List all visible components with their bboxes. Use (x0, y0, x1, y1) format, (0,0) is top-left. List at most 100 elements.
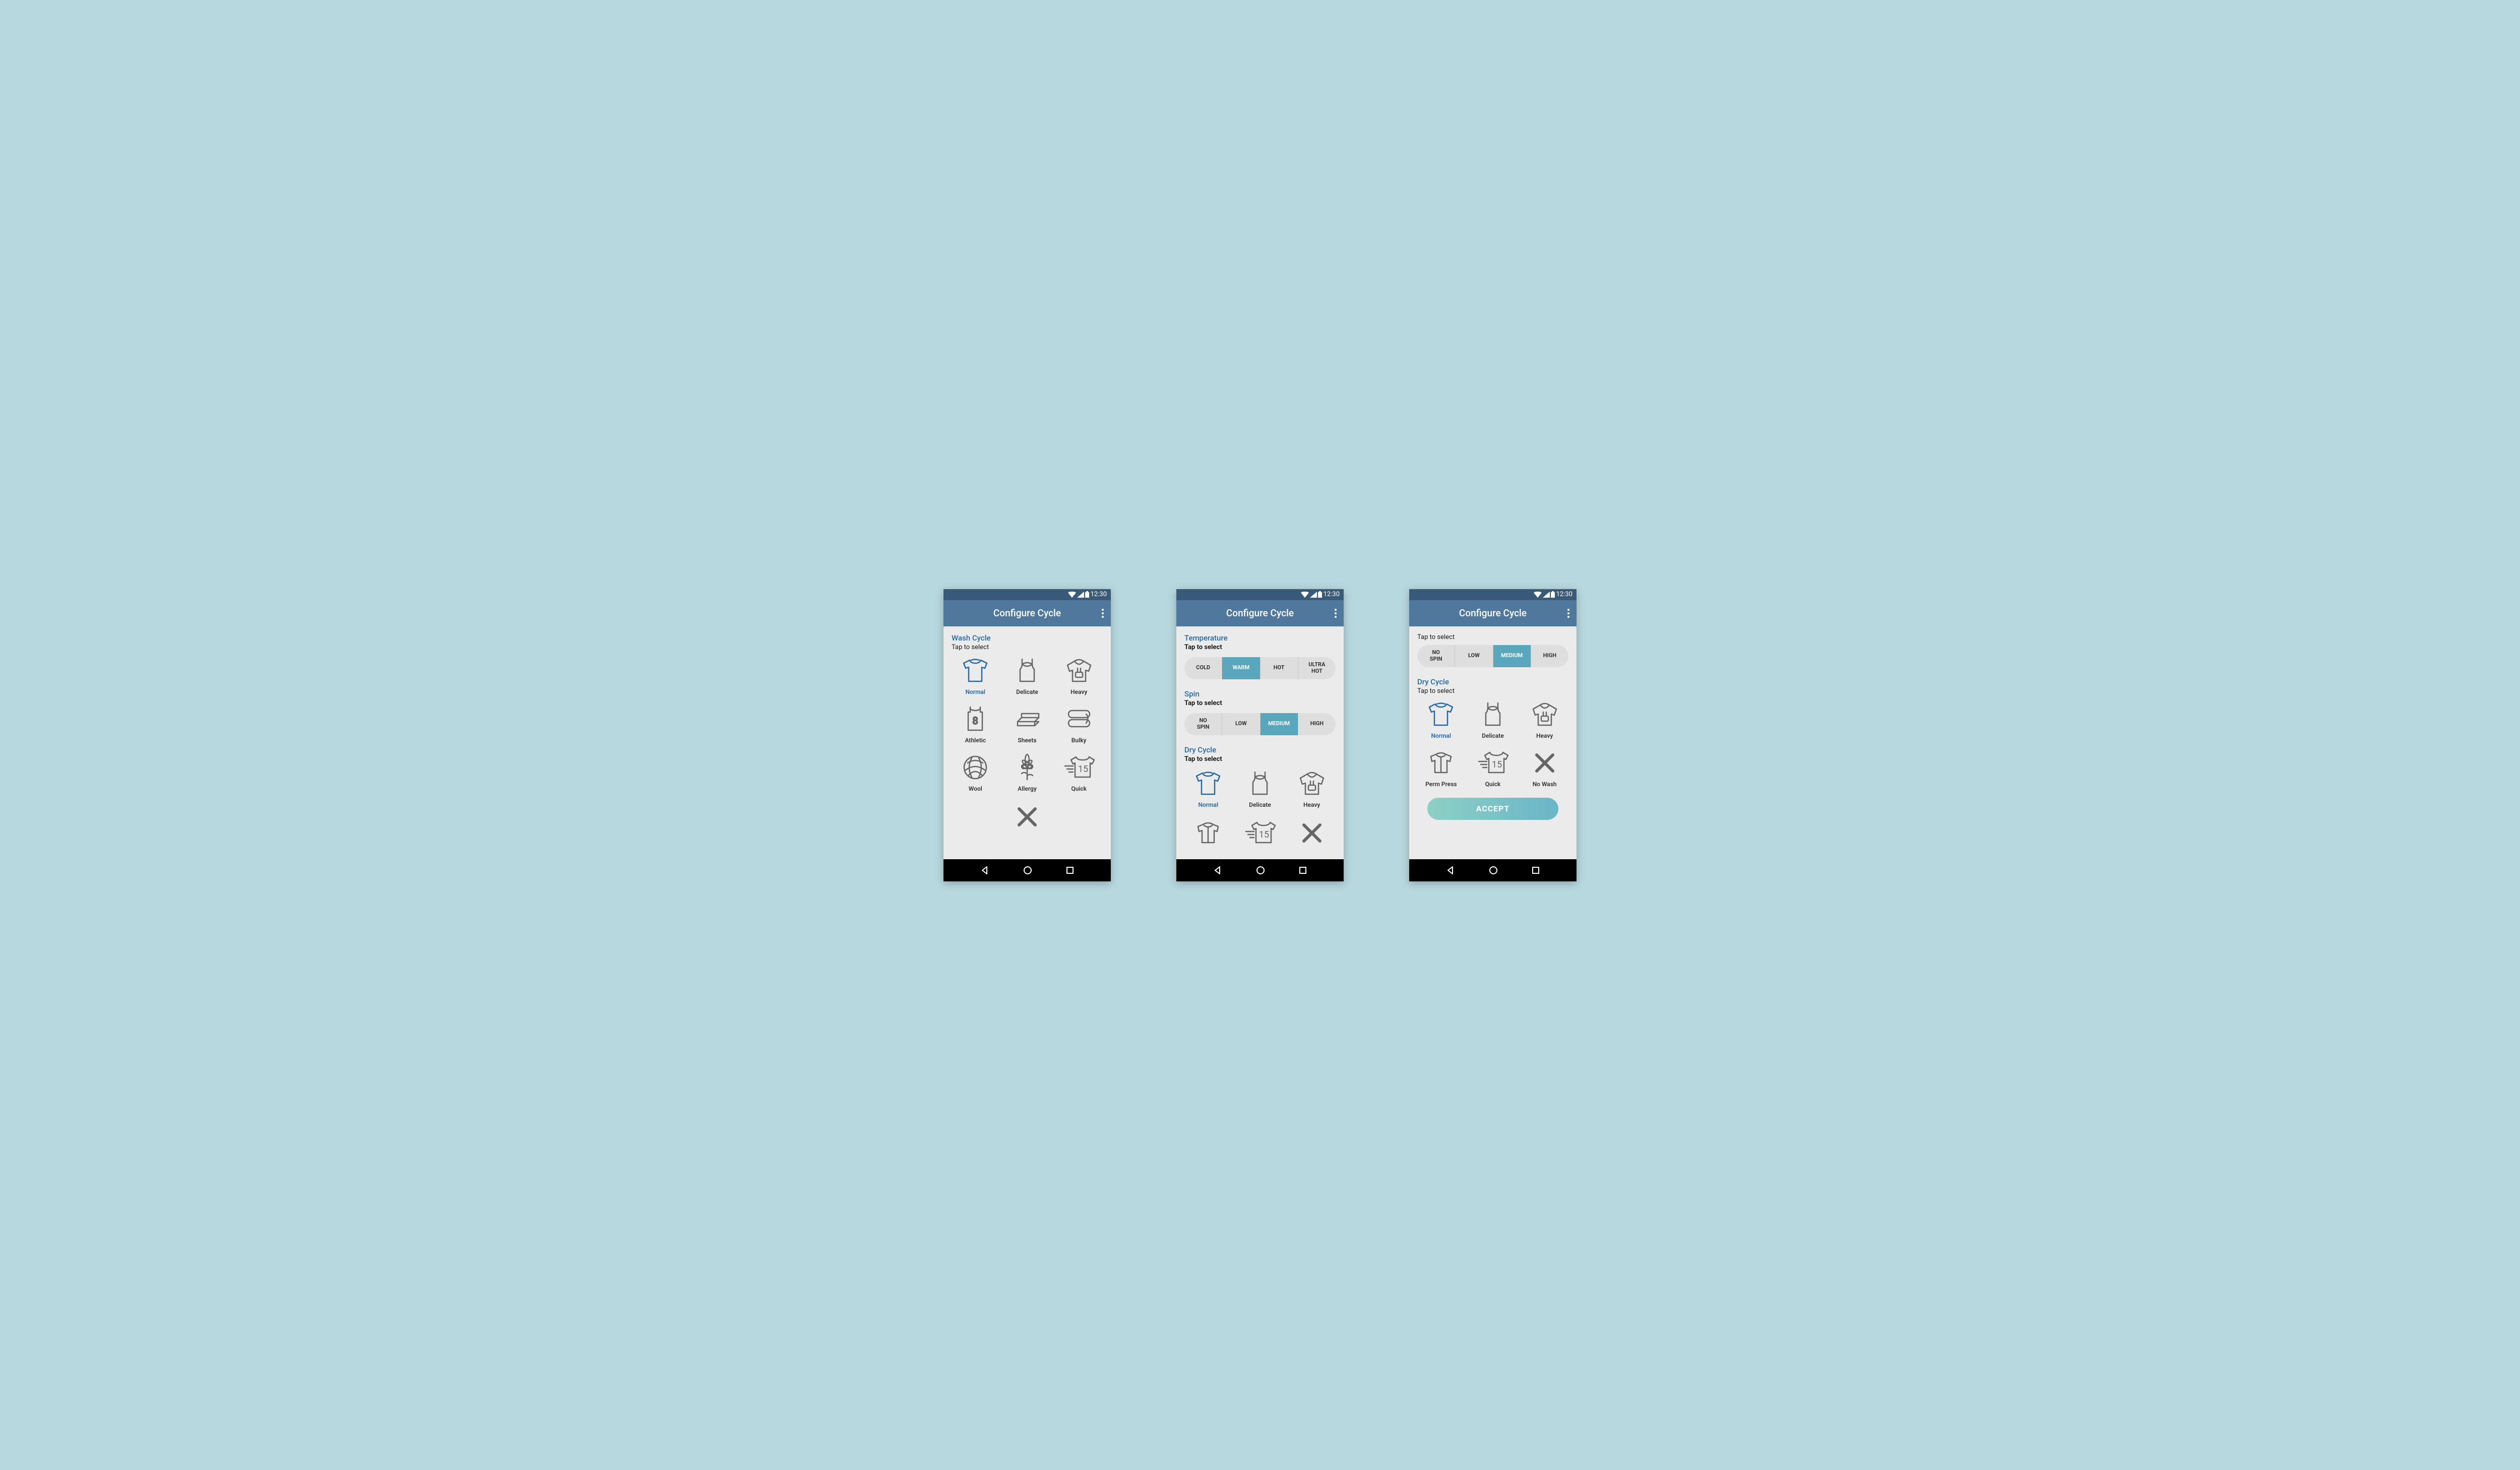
wash-option-extra[interactable] (1010, 802, 1044, 832)
wash-cycle-grid: Normal Delicate Heavy 8AthleticSheetsBulky W… (952, 656, 1103, 792)
dry-cycle-option-label: Delicate (1482, 732, 1504, 739)
svg-text:8: 8 (973, 715, 978, 727)
nav-home-icon[interactable] (1489, 866, 1498, 875)
wash-cycle-option-athletic[interactable]: 8Athletic (952, 705, 999, 744)
screen3-content: Tap to select NOSPINLOWMEDIUMHIGH Dry Cy… (1409, 626, 1577, 859)
status-time: 12:30 (1324, 591, 1340, 598)
dry-cycle-option-heavy[interactable]: Heavy (1521, 700, 1568, 739)
svg-text:15: 15 (1259, 829, 1269, 840)
camisole-icon (1010, 656, 1044, 685)
wash-cycle-option-label: Wool (969, 785, 982, 792)
dry-cycle-option-label: No Wash (1533, 781, 1557, 788)
dry-cycle-peek: 15 (1184, 818, 1336, 848)
wash-cycle-option-quick[interactable]: 15 Quick (1055, 753, 1103, 792)
wash-cycle-option-sheets[interactable]: Sheets (1003, 705, 1051, 744)
temperature-title: Temperature (1184, 633, 1336, 643)
nav-recent-icon[interactable] (1066, 866, 1074, 874)
nowash-icon (1528, 748, 1562, 778)
status-bar: 12:30 (1176, 589, 1344, 600)
android-nav-bar (1409, 859, 1577, 881)
dry-cycle-peek-option-quick[interactable]: 15 (1236, 818, 1284, 848)
phone-row: 12:30 Configure Cycle Wash Cycle Tap to … (943, 589, 1577, 881)
wash-cycle-option-normal[interactable]: Normal (952, 656, 999, 695)
dry-cycle-option-perm-press[interactable]: Perm Press (1417, 748, 1465, 788)
wash-cycle-option-bulky[interactable]: Bulky (1055, 705, 1103, 744)
spin-subtitle: Tap to select (1184, 699, 1336, 707)
dry-cycle-option-label: Normal (1431, 732, 1452, 739)
spin-option-low[interactable]: LOW (1455, 645, 1493, 667)
dry-cycle-peek-option-permpress[interactable] (1184, 818, 1232, 848)
dry-cycle-option-label: Delicate (1249, 801, 1271, 808)
allergy-icon (1010, 753, 1044, 782)
tshirt-icon (958, 656, 992, 685)
spin-option-no-spin[interactable]: NOSPIN (1417, 645, 1455, 667)
temperature-option-ultra-hot[interactable]: ULTRAHOT (1298, 657, 1336, 679)
status-bar: 12:30 (1409, 589, 1577, 600)
app-bar: Configure Cycle (943, 600, 1111, 626)
dry-cycle-subtitle-3: Tap to select (1417, 687, 1568, 695)
temperature-option-warm[interactable]: WARM (1222, 657, 1260, 679)
app-bar-title: Configure Cycle (993, 607, 1061, 619)
spin-option-no-spin[interactable]: NOSPIN (1184, 713, 1222, 735)
camisole-icon (1243, 769, 1277, 798)
spin-segmented: NOSPINLOWMEDIUMHIGH (1184, 713, 1336, 735)
svg-text:15: 15 (1078, 764, 1088, 775)
dry-cycle-option-label: Quick (1485, 781, 1501, 788)
dry-cycle-option-heavy[interactable]: Heavy (1288, 769, 1336, 808)
dry-cycle-peek-option-nowash[interactable] (1288, 818, 1336, 848)
overflow-menu-icon[interactable] (1335, 609, 1337, 618)
phone-screen-3: 12:30 Configure Cycle Tap to select NOSP… (1409, 589, 1577, 881)
wash-cycle-option-heavy[interactable]: Heavy (1055, 656, 1103, 695)
status-icons (1068, 591, 1089, 598)
nav-home-icon[interactable] (1256, 866, 1265, 875)
nav-home-icon[interactable] (1023, 866, 1032, 875)
dry-cycle-option-quick[interactable]: 15 Quick (1469, 748, 1517, 788)
dry-cycle-title-3: Dry Cycle (1417, 677, 1568, 686)
screen3-top-sub: Tap to select (1417, 633, 1568, 641)
nav-back-icon[interactable] (980, 866, 989, 875)
nav-recent-icon[interactable] (1532, 866, 1540, 874)
dry-cycle-option-normal[interactable]: Normal (1184, 769, 1232, 808)
tshirt-icon (1191, 769, 1225, 798)
android-nav-bar (1176, 859, 1344, 881)
status-time: 12:30 (1556, 591, 1572, 598)
nav-back-icon[interactable] (1446, 866, 1455, 875)
android-nav-bar (943, 859, 1111, 881)
quick-icon: 15 (1476, 748, 1510, 778)
jersey-icon: 8 (958, 705, 992, 734)
battery-icon (1551, 591, 1555, 598)
overflow-menu-icon[interactable] (1102, 609, 1104, 618)
no-wash-icon (1010, 802, 1044, 832)
temperature-option-cold[interactable]: COLD (1184, 657, 1222, 679)
wifi-icon (1534, 592, 1542, 598)
spin-option-medium[interactable]: MEDIUM (1261, 713, 1298, 735)
status-icons (1301, 591, 1322, 598)
status-bar: 12:30 (943, 589, 1111, 600)
wash-cycle-option-allergy[interactable]: Allergy (1003, 753, 1051, 792)
nav-recent-icon[interactable] (1299, 866, 1307, 874)
dry-cycle-option-delicate[interactable]: Delicate (1236, 769, 1284, 808)
overflow-menu-icon[interactable] (1567, 609, 1569, 618)
dry-cycle-option-label: Heavy (1536, 732, 1553, 739)
dry-cycle-option-no-wash[interactable]: No Wash (1521, 748, 1568, 788)
spin-option-low[interactable]: LOW (1222, 713, 1260, 735)
dry-cycle-option-delicate[interactable]: Delicate (1469, 700, 1517, 739)
wash-cycle-option-delicate[interactable]: Delicate (1003, 656, 1051, 695)
wash-cycle-option-wool[interactable]: Wool (952, 753, 999, 792)
screen2-content: Temperature Tap to select COLDWARMHOTULT… (1176, 626, 1344, 859)
status-icons (1534, 591, 1555, 598)
spin-option-high[interactable]: HIGH (1298, 713, 1336, 735)
status-time: 12:30 (1091, 591, 1107, 598)
phone-screen-1: 12:30 Configure Cycle Wash Cycle Tap to … (943, 589, 1111, 881)
nav-back-icon[interactable] (1213, 866, 1222, 875)
wash-cycle-option-label: Delicate (1016, 688, 1038, 695)
permpress-icon (1191, 818, 1225, 848)
accept-button[interactable]: ACCEPT (1427, 798, 1558, 820)
dry-cycle-option-normal[interactable]: Normal (1417, 700, 1465, 739)
spin-option-high[interactable]: HIGH (1531, 645, 1568, 667)
temperature-segmented: COLDWARMHOTULTRAHOT (1184, 657, 1336, 679)
spin-option-medium[interactable]: MEDIUM (1493, 645, 1531, 667)
dry-cycle-subtitle: Tap to select (1184, 755, 1336, 763)
temperature-option-hot[interactable]: HOT (1261, 657, 1298, 679)
wash-cycle-option-label: Quick (1071, 785, 1087, 792)
